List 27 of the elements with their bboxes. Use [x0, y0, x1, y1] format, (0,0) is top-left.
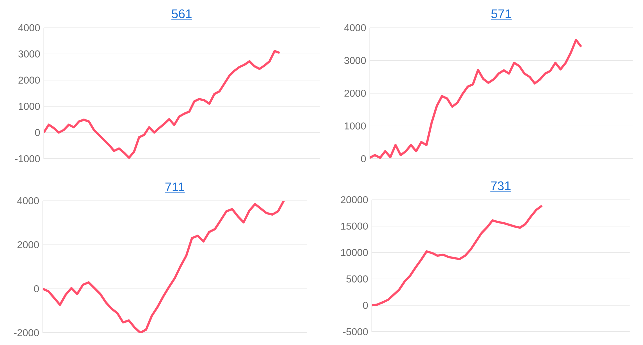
y-tick-label: 2000: [18, 76, 40, 84]
y-tick-label: 2000: [344, 90, 366, 98]
y-tick-label: -2000: [14, 329, 40, 337]
chart-title: 711: [166, 182, 184, 192]
y-tick-label: 1000: [19, 103, 40, 110]
y-tick-label: 3000: [18, 50, 40, 58]
y-tick-label: 4000: [17, 197, 40, 205]
y-tick-label: 4000: [344, 24, 366, 32]
line-series: [370, 39, 583, 159]
y-tick-label: 15000: [341, 222, 368, 230]
y-tick-label: 5000: [346, 276, 368, 283]
y-tick-label: 1000: [344, 122, 366, 130]
y-tick-label: 3000: [344, 57, 366, 64]
chart-title: 561: [172, 10, 192, 18]
y-tick-label: 4000: [18, 24, 40, 32]
chart-title: 731: [491, 182, 511, 190]
y-tick-label: 0: [35, 129, 40, 136]
y-tick-label: 0: [34, 285, 40, 293]
y-tick-label: -1000: [15, 155, 40, 163]
y-tick-label: 10000: [341, 249, 368, 256]
line-series: [44, 50, 281, 159]
y-tick-label: 20000: [341, 196, 368, 204]
y-tick-label: -5000: [343, 328, 368, 336]
y-tick-label: 2000: [18, 241, 40, 249]
chart-title: 571: [492, 10, 512, 18]
y-tick-label: 0: [363, 302, 368, 310]
y-tick-label: 0: [361, 155, 366, 163]
